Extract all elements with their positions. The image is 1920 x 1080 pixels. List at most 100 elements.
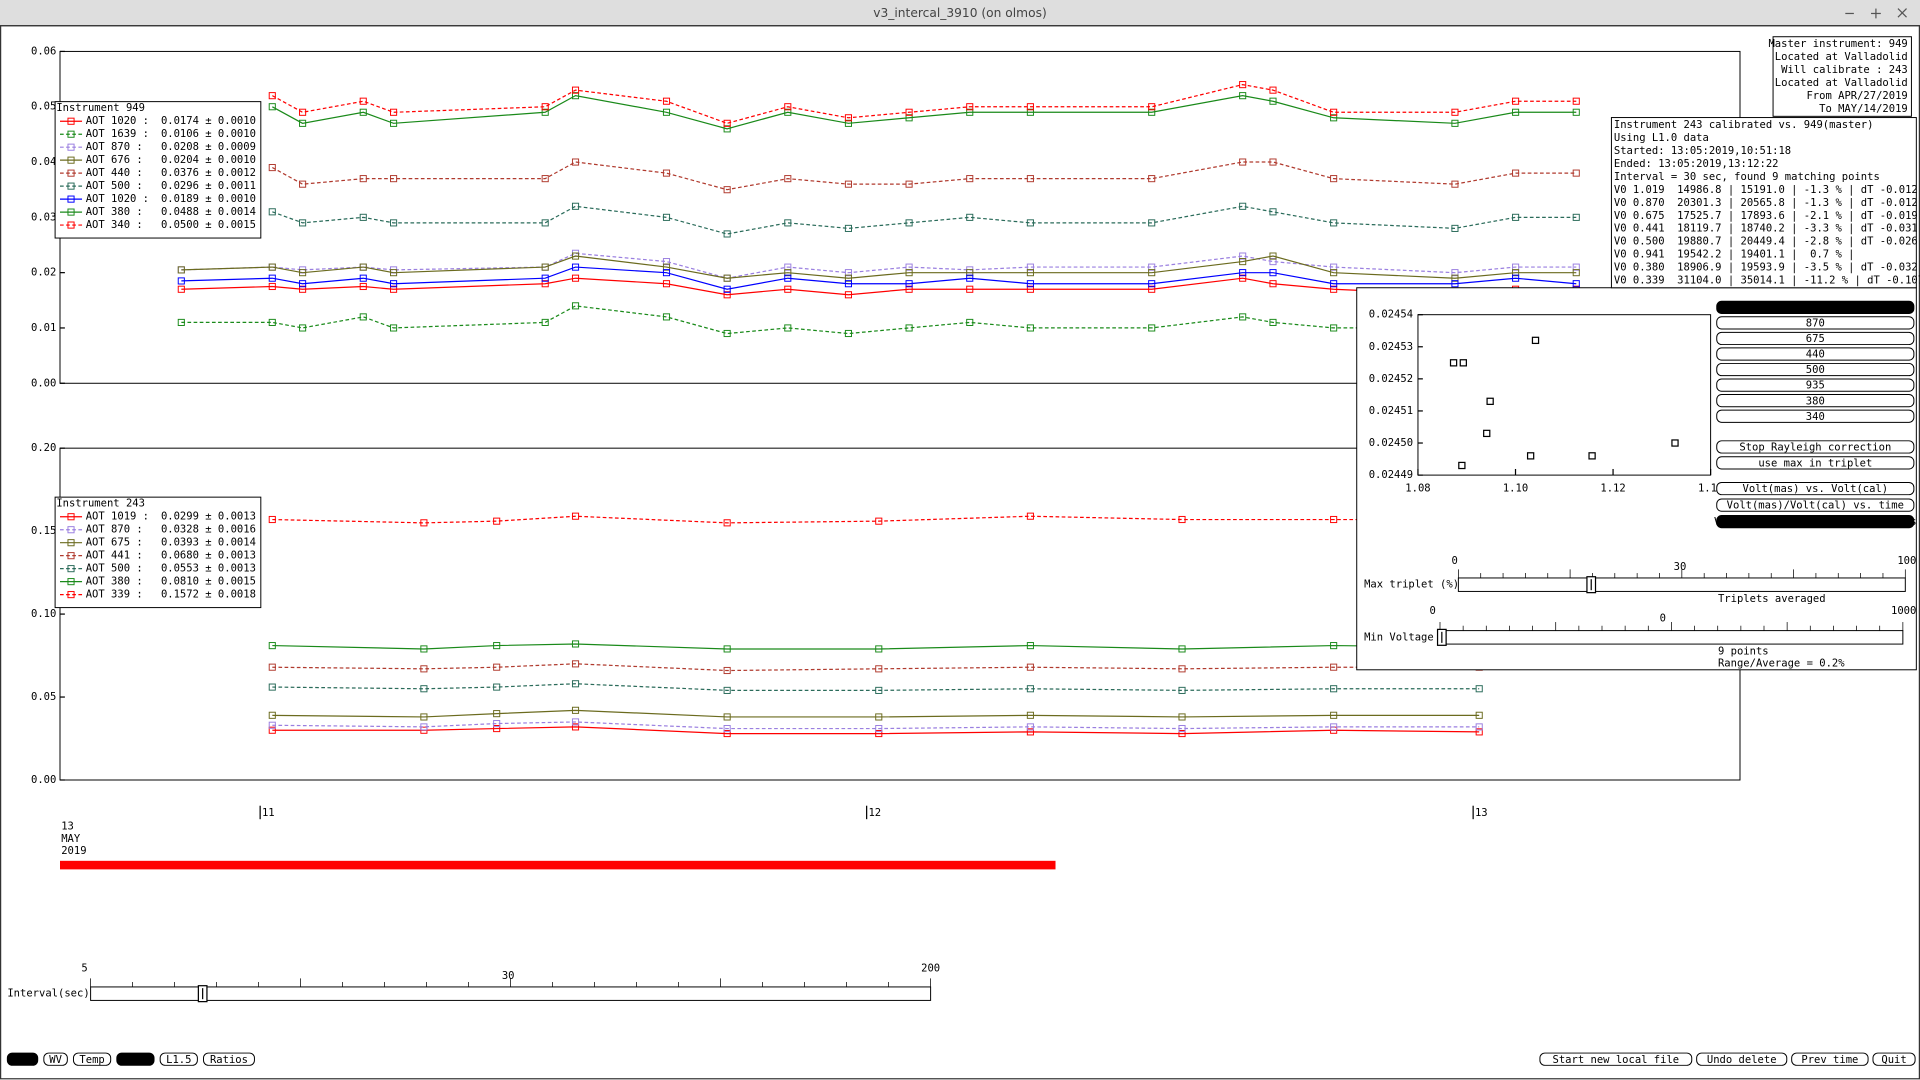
y-tick-label: 0.02450: [1369, 437, 1413, 449]
point-marker: [723, 230, 731, 238]
point-marker: [390, 269, 398, 277]
point-marker: [875, 713, 883, 721]
button[interactable]: [1791, 1052, 1869, 1066]
button-label[interactable]: Stop Rayleigh correction: [1739, 442, 1891, 454]
legend-marker: [67, 565, 75, 573]
button[interactable]: [1716, 300, 1915, 314]
button[interactable]: [1696, 1052, 1788, 1066]
point-marker: [1148, 269, 1156, 277]
legend-stat: 0.0488 ± 0.0014: [161, 206, 256, 218]
button[interactable]: [116, 1052, 155, 1066]
button[interactable]: [1716, 362, 1915, 377]
button[interactable]: [1716, 409, 1915, 423]
info-line: Using L1.0 data: [1614, 132, 1709, 144]
point-marker: [1572, 213, 1580, 221]
button[interactable]: [43, 1052, 68, 1066]
point-marker: [268, 683, 276, 691]
series-line: [272, 94, 1577, 130]
point-marker: [905, 269, 913, 277]
slider-status: Range/Average = 0.2%: [1718, 658, 1845, 670]
button-label[interactable]: 500: [1806, 364, 1825, 376]
legend-box: [54, 101, 262, 239]
slider-scale: 0: [1452, 555, 1458, 567]
button[interactable]: [1716, 347, 1915, 361]
point-marker: [662, 313, 671, 321]
button[interactable]: [1716, 515, 1915, 529]
point-marker: [1512, 274, 1520, 282]
point-marker: [1026, 512, 1034, 520]
point-marker: [784, 219, 792, 227]
point-marker: [966, 108, 974, 116]
slider-track[interactable]: [1457, 577, 1906, 592]
point-marker: [723, 291, 731, 299]
button[interactable]: [203, 1052, 255, 1066]
button-label[interactable]: AOT: [13, 1054, 33, 1066]
x-tick-label: 12: [868, 807, 881, 819]
series-line: [181, 252, 1577, 279]
window-controls[interactable]: [1845, 8, 1907, 19]
button-label[interactable]: L1.0: [123, 1054, 148, 1066]
point-marker: [299, 269, 307, 277]
point-marker: [1178, 729, 1186, 738]
button-label[interactable]: Temp: [79, 1054, 104, 1066]
button[interactable]: [1716, 481, 1915, 496]
button[interactable]: [72, 1052, 112, 1066]
x-tick-label: 1.10: [1503, 483, 1528, 495]
button-label[interactable]: 440: [1806, 349, 1825, 361]
point-marker: [420, 519, 428, 527]
point-marker: [1572, 263, 1580, 271]
point-marker: [1239, 202, 1247, 210]
button-label[interactable]: 340: [1806, 411, 1825, 423]
button-label[interactable]: Ratios: [210, 1054, 248, 1066]
point-marker: [1572, 269, 1580, 277]
point-marker: [571, 680, 580, 688]
point-marker: [571, 512, 580, 520]
info-line: V0 0.870 20301.3 | 20565.8 | -1.3 % | dT…: [1614, 197, 1918, 209]
button-label[interactable]: Volt(mas) vs. Volt(cal): [1742, 483, 1888, 495]
button-label[interactable]: 935: [1806, 380, 1825, 392]
point-marker: [177, 277, 185, 285]
button-label[interactable]: Prev time: [1801, 1054, 1858, 1066]
point-marker: [299, 280, 307, 288]
button-label[interactable]: Volt(mas)/Volt(cal) vs. Air Mass: [1714, 516, 1917, 528]
button[interactable]: [1716, 440, 1915, 454]
y-tick-label: 0.00: [31, 377, 56, 389]
button[interactable]: [1716, 394, 1915, 408]
point-marker: [1330, 515, 1338, 524]
point-marker: [571, 92, 580, 100]
button-label[interactable]: 870: [1806, 318, 1825, 330]
button[interactable]: [1872, 1052, 1916, 1066]
button-label[interactable]: Quit: [1881, 1054, 1906, 1066]
slider-scale: 0: [1660, 612, 1666, 624]
button-label[interactable]: Volt(mas)/Volt(cal) vs. time: [1727, 500, 1904, 512]
close[interactable]: [1897, 8, 1907, 18]
point-marker: [420, 665, 428, 673]
point-marker: [1026, 263, 1034, 271]
point-marker: [1148, 280, 1156, 288]
button[interactable]: [1716, 498, 1915, 512]
point-marker: [571, 302, 580, 310]
button-label[interactable]: Undo delete: [1707, 1054, 1777, 1066]
y-tick-label: 0.06: [31, 45, 56, 57]
button-label[interactable]: 380: [1806, 395, 1825, 407]
button[interactable]: [1716, 378, 1915, 392]
button-label[interactable]: use max in triplet: [1758, 457, 1872, 469]
button-label[interactable]: 675: [1806, 333, 1825, 345]
button[interactable]: [1716, 456, 1915, 470]
button[interactable]: [1716, 331, 1915, 346]
button[interactable]: [6, 1052, 39, 1066]
button[interactable]: [1716, 316, 1915, 330]
button-label[interactable]: 1020: [1803, 302, 1828, 314]
point-marker: [177, 266, 185, 274]
slider-track[interactable]: [90, 986, 932, 1001]
button-label[interactable]: Start new local file: [1553, 1054, 1680, 1066]
slider-track[interactable]: [1439, 630, 1904, 645]
point-marker: [844, 274, 852, 282]
point-marker: [905, 324, 913, 332]
button-label[interactable]: L1.5: [166, 1054, 191, 1066]
point-marker: [662, 269, 671, 277]
button-label[interactable]: WV: [49, 1054, 62, 1066]
point-marker: [1178, 725, 1186, 733]
button[interactable]: [1539, 1052, 1693, 1066]
button[interactable]: [159, 1052, 198, 1066]
